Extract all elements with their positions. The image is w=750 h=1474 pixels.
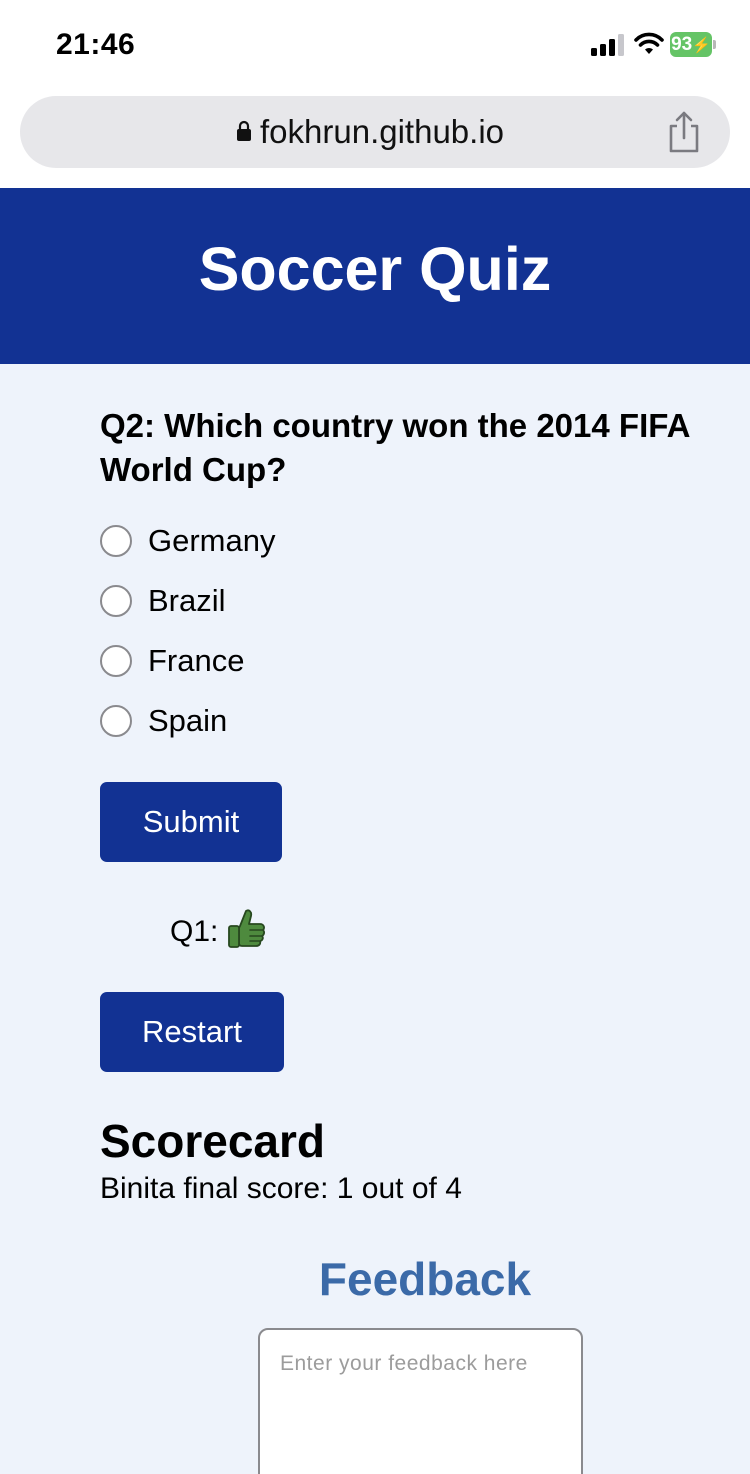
submit-button[interactable]: Submit: [100, 782, 282, 862]
feedback-textarea[interactable]: [258, 1328, 583, 1474]
lock-icon: [237, 120, 251, 141]
option-label: Germany: [148, 523, 276, 558]
status-bar: 21:46 93⚡: [0, 0, 750, 90]
wifi-icon: [634, 32, 664, 54]
signal-icon: [591, 34, 624, 56]
question-text: Q2: Which country won the 2014 FIFA Worl…: [100, 407, 690, 488]
final-score-text: Binita final score: 1 out of 4: [100, 1172, 462, 1205]
battery-level: 93⚡: [670, 32, 712, 57]
radio-button[interactable]: [100, 585, 132, 617]
radio-button[interactable]: [100, 645, 132, 677]
address-bar[interactable]: fokhrun.github.io: [20, 96, 730, 168]
feedback-heading: Feedback: [318, 1253, 532, 1305]
charging-bolt-icon: ⚡: [692, 37, 711, 54]
battery-icon: 93⚡: [670, 32, 716, 57]
option-brazil[interactable]: Brazil: [100, 581, 226, 621]
option-label: France: [148, 643, 245, 678]
radio-button[interactable]: [100, 525, 132, 557]
browser-chrome: fokhrun.github.io: [0, 90, 750, 188]
scorecard-heading: Scorecard: [100, 1115, 326, 1167]
option-label: Brazil: [148, 583, 226, 618]
q1-result: Q1:: [170, 904, 266, 954]
option-germany[interactable]: Germany: [100, 521, 275, 561]
option-label: Spain: [148, 703, 228, 738]
radio-button[interactable]: [100, 705, 132, 737]
result-label: Q1:: [170, 915, 219, 948]
restart-button[interactable]: Restart: [100, 992, 284, 1072]
page-header: Soccer Quiz: [0, 188, 750, 364]
share-icon[interactable]: [666, 110, 702, 154]
battery-tip: [713, 40, 716, 49]
url-text: fokhrun.github.io: [260, 113, 505, 150]
page-title: Soccer Quiz: [198, 235, 552, 303]
status-time: 21:46: [56, 28, 136, 61]
thumbs-up-icon: [228, 909, 266, 948]
option-spain[interactable]: Spain: [100, 701, 227, 741]
option-france[interactable]: France: [100, 641, 244, 681]
